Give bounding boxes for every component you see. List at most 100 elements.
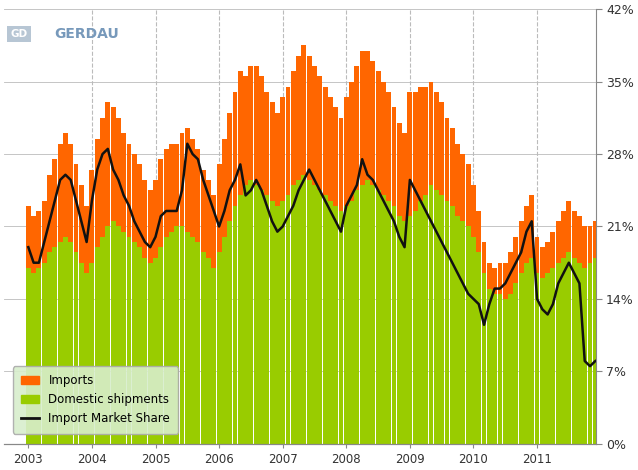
Bar bbox=[545, 273, 550, 444]
Bar bbox=[264, 196, 269, 444]
Bar bbox=[492, 294, 497, 444]
Bar bbox=[551, 268, 555, 444]
Bar bbox=[498, 263, 502, 294]
Bar bbox=[365, 180, 370, 444]
Bar bbox=[455, 144, 460, 216]
Bar bbox=[461, 221, 465, 444]
Bar bbox=[73, 252, 78, 444]
Bar bbox=[174, 144, 179, 227]
Bar bbox=[408, 216, 412, 444]
Bar bbox=[593, 221, 598, 258]
Bar bbox=[429, 185, 433, 444]
Bar bbox=[577, 216, 582, 263]
Bar bbox=[503, 299, 508, 444]
Bar bbox=[296, 180, 301, 444]
Bar bbox=[561, 211, 566, 258]
Bar bbox=[57, 242, 63, 444]
Bar bbox=[556, 221, 561, 263]
Bar bbox=[142, 258, 147, 444]
Bar bbox=[190, 139, 195, 237]
Bar bbox=[153, 258, 158, 444]
Bar bbox=[556, 263, 561, 444]
Bar bbox=[524, 206, 529, 263]
Bar bbox=[402, 221, 407, 444]
Bar bbox=[227, 113, 232, 221]
Bar bbox=[392, 206, 396, 444]
Bar bbox=[52, 247, 57, 444]
Bar bbox=[153, 180, 158, 258]
Bar bbox=[84, 206, 89, 273]
Bar bbox=[519, 273, 524, 444]
Bar bbox=[95, 247, 100, 444]
Bar bbox=[233, 206, 237, 444]
Bar bbox=[572, 258, 577, 444]
Bar bbox=[31, 216, 36, 273]
Bar bbox=[105, 102, 110, 227]
Bar bbox=[307, 56, 311, 180]
Bar bbox=[376, 71, 380, 190]
Bar bbox=[137, 164, 142, 247]
Bar bbox=[26, 206, 31, 268]
Bar bbox=[355, 190, 359, 444]
Bar bbox=[185, 232, 189, 444]
Text: GD: GD bbox=[10, 29, 27, 39]
Bar bbox=[227, 221, 232, 444]
Bar bbox=[222, 139, 227, 237]
Bar bbox=[270, 201, 274, 444]
Bar bbox=[201, 252, 205, 444]
Bar bbox=[291, 71, 296, 185]
Bar bbox=[317, 77, 322, 190]
Bar bbox=[63, 133, 68, 237]
Bar bbox=[291, 185, 296, 444]
Bar bbox=[429, 82, 433, 185]
Bar bbox=[402, 133, 407, 221]
Bar bbox=[42, 201, 47, 263]
Bar bbox=[31, 273, 36, 444]
Bar bbox=[116, 227, 121, 444]
Bar bbox=[413, 92, 418, 211]
Bar bbox=[211, 268, 216, 444]
Bar bbox=[222, 237, 227, 444]
Bar bbox=[254, 66, 258, 185]
Bar bbox=[79, 263, 84, 444]
Bar bbox=[84, 273, 89, 444]
Bar bbox=[535, 237, 540, 273]
Bar bbox=[530, 196, 534, 258]
Bar bbox=[328, 97, 333, 201]
Bar bbox=[593, 258, 598, 444]
Bar bbox=[89, 170, 94, 263]
Bar bbox=[312, 66, 317, 185]
Bar bbox=[148, 263, 152, 444]
Bar bbox=[126, 237, 131, 444]
Bar bbox=[286, 87, 290, 196]
Bar bbox=[508, 252, 513, 294]
Bar bbox=[312, 185, 317, 444]
Bar bbox=[211, 196, 216, 268]
Bar bbox=[100, 237, 105, 444]
Bar bbox=[286, 196, 290, 444]
Bar bbox=[238, 71, 242, 196]
Bar bbox=[169, 144, 174, 232]
Bar bbox=[79, 185, 84, 263]
Bar bbox=[561, 258, 566, 444]
Bar bbox=[206, 258, 211, 444]
Bar bbox=[248, 180, 253, 444]
Bar bbox=[376, 190, 380, 444]
Bar bbox=[360, 185, 364, 444]
Bar bbox=[164, 149, 168, 237]
Bar bbox=[121, 232, 126, 444]
Bar bbox=[461, 154, 465, 221]
Bar bbox=[567, 201, 571, 252]
Bar bbox=[530, 258, 534, 444]
Bar bbox=[275, 113, 280, 206]
Bar bbox=[545, 242, 550, 273]
Bar bbox=[567, 252, 571, 444]
Bar bbox=[355, 66, 359, 190]
Bar bbox=[519, 221, 524, 273]
Bar bbox=[68, 144, 73, 242]
Bar bbox=[339, 118, 343, 211]
Bar bbox=[424, 196, 428, 444]
Bar bbox=[270, 102, 274, 201]
Bar bbox=[381, 82, 386, 196]
Bar bbox=[487, 289, 492, 444]
